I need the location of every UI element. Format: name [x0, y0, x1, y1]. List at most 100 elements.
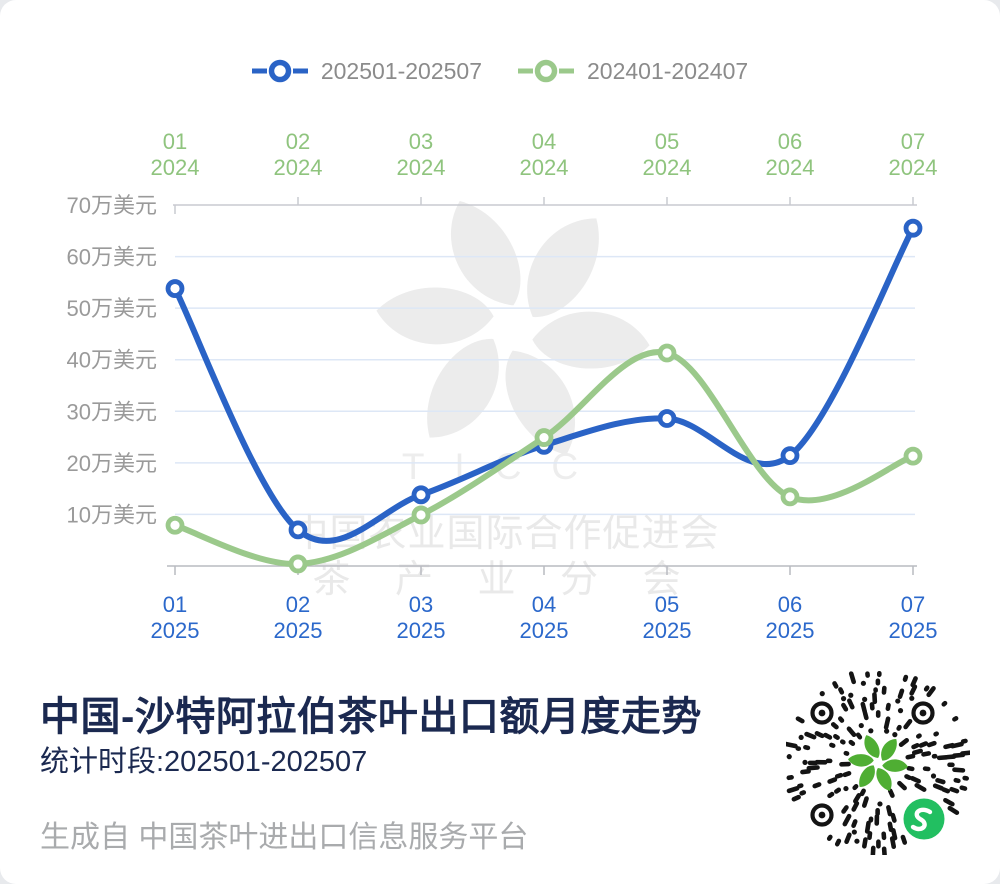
subtitle-stat-period: 统计时段:202501-202507	[40, 746, 368, 778]
qr-dash	[830, 722, 839, 730]
qr-dash	[886, 805, 893, 817]
qr-dash	[909, 684, 918, 696]
top-axis-year-label: 2024	[643, 155, 692, 180]
qr-dash	[950, 741, 964, 749]
qr-dot	[851, 829, 857, 835]
qr-dash	[923, 685, 930, 692]
data-point[interactable]	[288, 554, 308, 574]
qr-dash	[799, 790, 807, 796]
qr-dash	[953, 777, 961, 784]
series-line-202501-202507	[172, 225, 916, 544]
qr-dash	[960, 738, 968, 744]
qr-dash	[874, 814, 880, 826]
qr-dash	[876, 839, 881, 849]
qr-dash	[949, 786, 960, 794]
bottom-axis-month-label: 02	[286, 592, 310, 617]
legend-item-2024[interactable]: 202401-202407	[518, 58, 748, 85]
qr-dash	[859, 788, 866, 797]
qr-dot	[895, 698, 901, 704]
qr-position-dot	[818, 709, 826, 717]
qr-dash	[800, 769, 811, 775]
qr-dash	[905, 753, 916, 760]
bottom-axis-month-label: 05	[655, 592, 679, 617]
bottom-axis-year-label: 2025	[274, 618, 323, 643]
qr-dash	[897, 780, 907, 791]
qr-dash	[864, 820, 871, 834]
data-point[interactable]	[411, 505, 431, 525]
bottom-axis-month-label: 03	[409, 592, 433, 617]
qr-dash	[814, 730, 825, 739]
qr-position-ring	[911, 701, 935, 725]
bottom-axis-year-label: 2025	[520, 618, 569, 643]
qr-dash	[962, 775, 970, 781]
qr-dash	[861, 796, 869, 808]
qr-dot	[884, 728, 890, 734]
qr-position-dot	[919, 709, 927, 717]
qr-dash	[846, 726, 857, 738]
bottom-axis-year-label: 2025	[397, 618, 446, 643]
qr-dash	[896, 724, 902, 731]
data-point[interactable]	[903, 218, 923, 238]
legend-label-2024: 202401-202407	[587, 57, 749, 84]
qr-dash	[827, 791, 835, 799]
qr-dash	[867, 831, 873, 840]
data-point[interactable]	[780, 487, 800, 507]
qr-position-ring	[810, 701, 834, 725]
qr-dash	[926, 686, 936, 698]
qr-dash	[839, 761, 851, 767]
qr-dot	[854, 838, 860, 844]
top-axis-year-label: 2024	[151, 155, 200, 180]
qr-dash	[947, 762, 955, 768]
data-point[interactable]	[657, 409, 677, 428]
mini-program-s-icon	[910, 807, 933, 832]
data-point[interactable]	[165, 279, 185, 298]
qr-dash	[842, 771, 852, 778]
line-chart-svg: 70万美元60万美元50万美元40万美元30万美元20万美元10万美元01202…	[67, 129, 938, 643]
top-axis-month-label: 04	[532, 129, 556, 154]
qr-dash	[869, 702, 875, 711]
qr-dash	[890, 812, 897, 823]
data-point[interactable]	[288, 520, 308, 540]
data-point[interactable]	[534, 428, 554, 447]
qr-dot	[909, 695, 915, 701]
qr-dot	[892, 732, 898, 738]
top-axis-year-label: 2024	[520, 155, 569, 180]
data-point[interactable]	[903, 446, 923, 466]
qr-dash	[959, 785, 968, 791]
qr-dash	[873, 687, 878, 693]
data-point[interactable]	[657, 343, 677, 363]
qr-dash	[902, 674, 909, 682]
qr-dash	[921, 751, 932, 757]
qr-dash	[887, 788, 895, 798]
bottom-axis-month-label: 07	[901, 592, 925, 617]
data-point[interactable]	[780, 446, 800, 466]
qr-dot	[848, 692, 854, 698]
qr-dash	[804, 731, 817, 740]
qr-dash	[941, 787, 951, 794]
y-axis-label: 10万美元	[67, 502, 157, 527]
legend-item-2025[interactable]: 202501-202507	[251, 58, 482, 85]
qr-dash	[926, 740, 937, 748]
qr-position-ring	[810, 803, 834, 827]
qr-dash	[807, 760, 819, 766]
qr-dash	[839, 739, 846, 745]
qr-dash	[952, 767, 966, 773]
page-title: 中国-沙特阿拉伯茶叶出口额月度走势	[40, 695, 702, 739]
qr-dash	[941, 700, 948, 707]
qr-dash	[851, 801, 860, 812]
data-point[interactable]	[411, 485, 431, 505]
footer-source: 生成自 中国茶叶进出口信息服务平台	[40, 821, 529, 854]
y-axis-label: 20万美元	[67, 451, 157, 476]
qr-dash	[911, 748, 923, 756]
qr-dash	[853, 793, 862, 804]
qr-dash	[910, 676, 918, 688]
y-axis-label: 60万美元	[67, 245, 157, 270]
qr-dash	[883, 716, 891, 730]
qr-dash	[847, 698, 855, 710]
qr-dot	[798, 734, 804, 741]
qr-dash	[834, 838, 842, 847]
data-point[interactable]	[165, 515, 185, 535]
bottom-axis-month-label: 06	[778, 592, 802, 617]
qr-dot	[858, 722, 864, 729]
qr-dash	[834, 787, 842, 794]
